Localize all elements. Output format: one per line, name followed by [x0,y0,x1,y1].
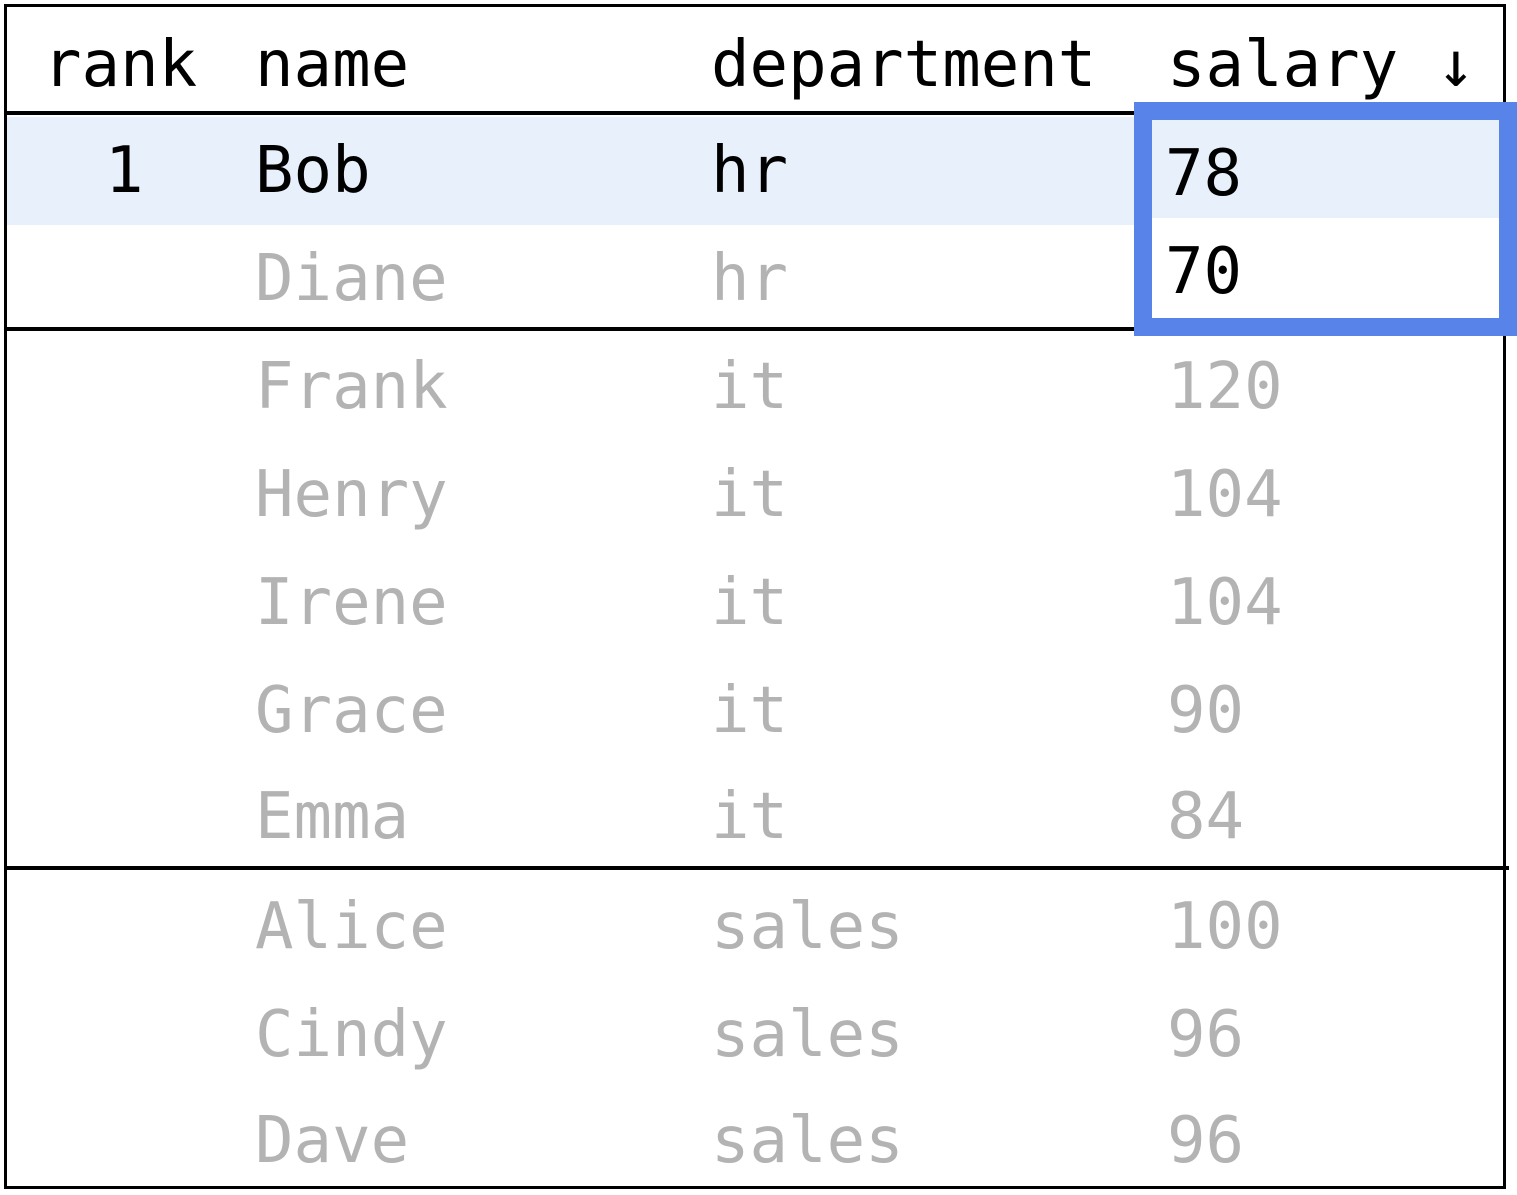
department-cell: it [711,458,789,532]
salary-cell: 90 [1167,674,1245,748]
salary-cell: 78 [1165,137,1243,211]
table-row: Henry it 104 [7,441,1509,549]
column-header-salary: salary ↓ [1167,28,1476,102]
name-cell: Emma [255,780,410,854]
salary-cell: 96 [1167,1104,1245,1178]
department-cell: sales [711,1104,904,1178]
salary-cell: 100 [1167,890,1283,964]
header-divider [7,111,1509,115]
name-cell: Cindy [255,998,448,1072]
salary-cell: 104 [1167,458,1283,532]
name-cell: Henry [255,458,448,532]
table-header: rank name department salary ↓ [7,11,1509,119]
department-cell: it [711,350,789,424]
salary-cell: 120 [1167,350,1283,424]
column-header-rank: rank [43,28,198,102]
table-row: Irene it 104 [7,549,1509,657]
name-cell: Frank [255,350,448,424]
salary-cell: 84 [1167,780,1245,854]
name-cell: Diane [255,242,448,316]
table-row: Cindy sales 96 [7,981,1509,1089]
table-row: Emma it 84 [7,763,1509,871]
name-cell: Irene [255,566,448,640]
column-header-department: department [711,28,1097,102]
table-row: Grace it 90 [7,657,1509,765]
department-cell: hr [711,242,789,316]
partition-divider [7,327,1509,331]
column-header-name: name [255,28,410,102]
partition-divider [7,866,1509,870]
table-row: Diane hr [7,225,1509,333]
name-cell: Bob [255,134,371,208]
department-cell: it [711,780,789,854]
salary-cell: 96 [1167,998,1245,1072]
table-row: Dave sales 96 [7,1087,1509,1195]
department-cell: hr [711,134,789,208]
name-cell: Dave [255,1104,410,1178]
department-cell: sales [711,890,904,964]
name-cell: Grace [255,674,448,748]
window-function-table: rank name department salary ↓ 1 Bob hr D… [4,4,1509,1189]
table-row: Frank it 120 [7,333,1509,441]
department-cell: it [711,674,789,748]
rank-cell: 1 [105,134,144,208]
department-cell: sales [711,998,904,1072]
frame-row-current: 78 [1152,120,1499,218]
salary-cell: 104 [1167,566,1283,640]
name-cell: Alice [255,890,448,964]
window-frame-highlight: 78 70 [1134,102,1517,336]
salary-cell: 70 [1165,235,1243,309]
department-cell: it [711,566,789,640]
frame-row: 70 [1152,218,1499,316]
table-row: Alice sales 100 [7,873,1509,981]
